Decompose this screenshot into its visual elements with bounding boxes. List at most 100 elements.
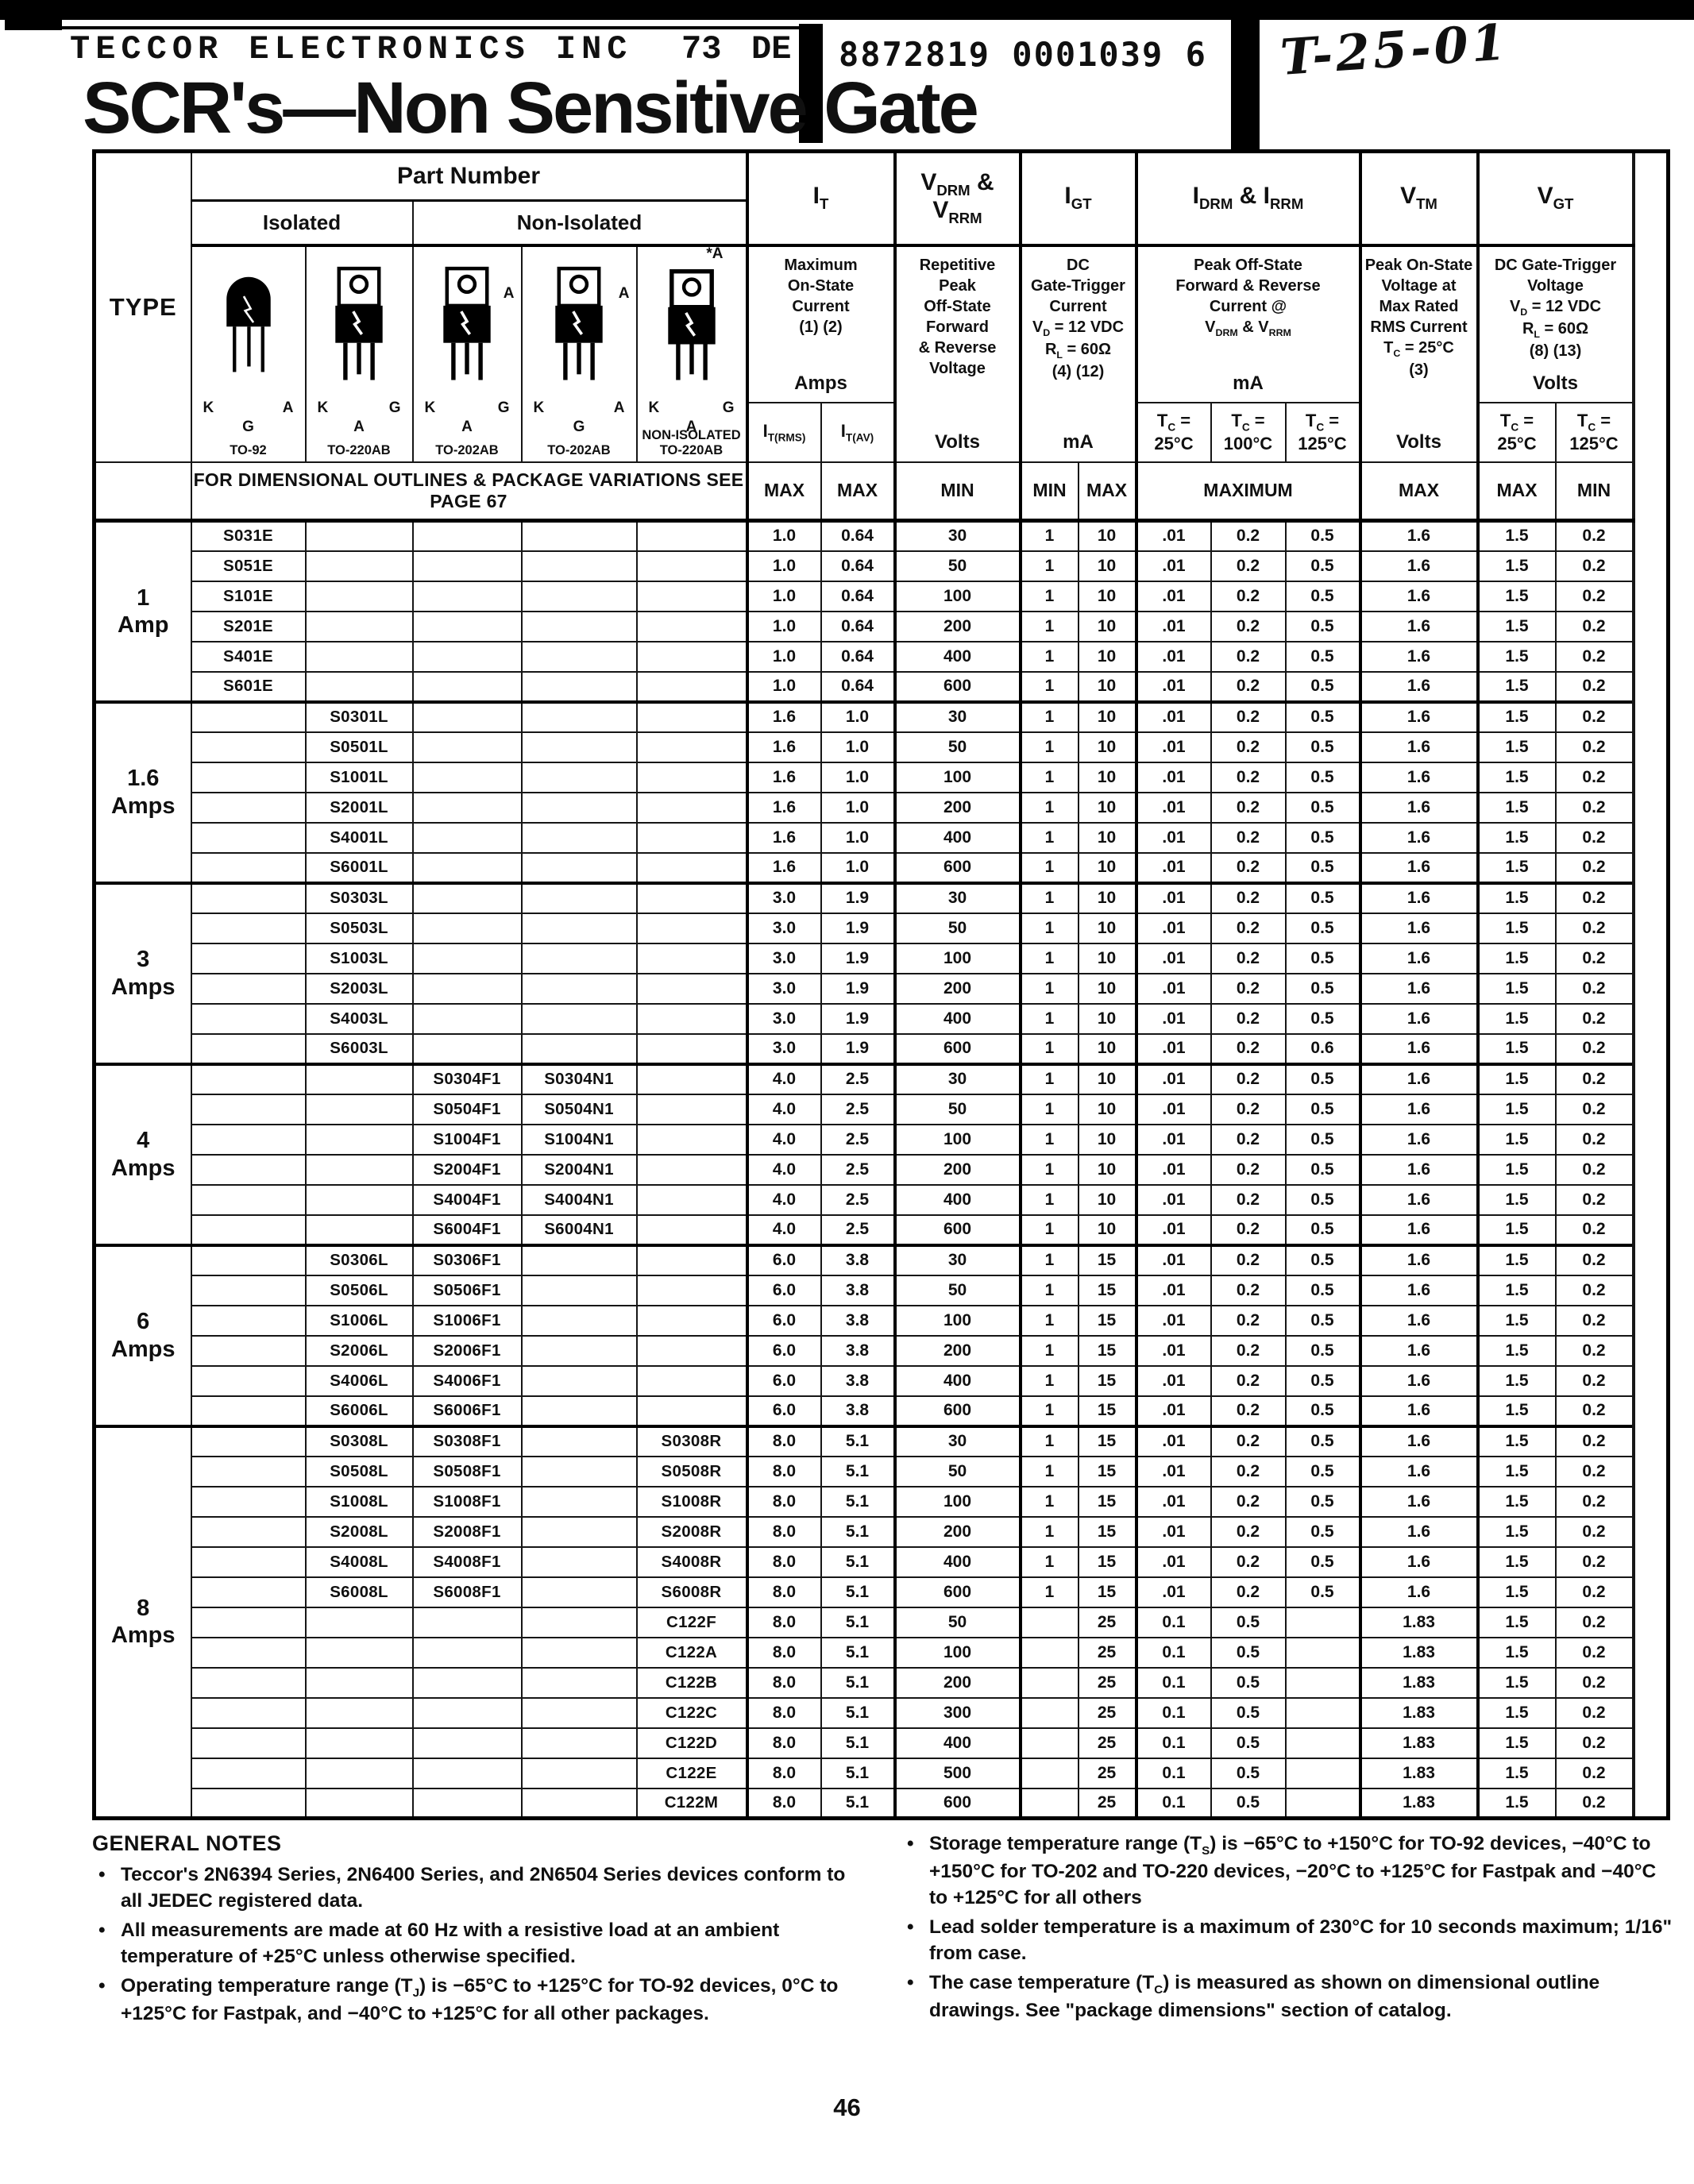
table-row: S201E 1.0 0.64 200 1 10.01 0.2 0.5 1.6 1.5 0.2 bbox=[95, 610, 1669, 642]
part-number-cell bbox=[411, 1636, 523, 1669]
value-cell: 0.64 bbox=[820, 519, 896, 552]
value-cell: .01 bbox=[1134, 1455, 1212, 1488]
value-cell: 15 bbox=[1077, 1485, 1137, 1518]
idrm-tc100-subheader: TC = 100°C bbox=[1210, 402, 1287, 463]
value-cell: 0.5 bbox=[1284, 1485, 1361, 1518]
value-cell: 25 bbox=[1077, 1757, 1137, 1789]
value-cell: 1.83 bbox=[1358, 1727, 1479, 1759]
spec-table: TYPE Part Number IT VDRM & VRRM IGT IDRM … bbox=[92, 149, 1670, 1820]
value-cell: 1.6 bbox=[745, 791, 822, 824]
package-cell-to202ab-2: A K G A TO-202AB bbox=[520, 244, 638, 463]
pin-label: K bbox=[424, 399, 436, 416]
part-number-cell bbox=[520, 1696, 638, 1729]
value-cell: 5.1 bbox=[820, 1696, 896, 1729]
part-number-cell bbox=[190, 1093, 307, 1125]
value-cell: 0.2 bbox=[1554, 1666, 1634, 1699]
value-cell: 1.5 bbox=[1476, 1304, 1557, 1337]
part-number-cell: S2008F1 bbox=[411, 1515, 523, 1548]
value-cell: 2.5 bbox=[820, 1062, 896, 1095]
pin-label: A bbox=[461, 418, 473, 435]
value-cell: 1 bbox=[1018, 1364, 1079, 1397]
table-row: C122B 8.0 5.1 200 25 0.1 0.5 1.83 1.5 0.2 bbox=[95, 1666, 1669, 1699]
type-group-label: 8 Amps bbox=[93, 1424, 192, 1819]
part-number-cell: S101E bbox=[190, 580, 307, 612]
it-rms-subheader: IT(RMS) bbox=[745, 402, 822, 463]
table-row: S401E 1.0 0.64 400 1 10.01 0.2 0.5 1.6 1.5 0.2 bbox=[95, 640, 1669, 673]
value-cell bbox=[1284, 1636, 1361, 1669]
value-cell: .01 bbox=[1134, 851, 1212, 884]
value-cell: 0.2 bbox=[1554, 550, 1634, 582]
vdrm-unit: Volts bbox=[935, 431, 980, 453]
part-number-cell: S1006L bbox=[304, 1304, 414, 1337]
part-number-cell bbox=[190, 1666, 307, 1699]
pin-label: G bbox=[242, 418, 254, 435]
value-cell: 1.5 bbox=[1476, 851, 1557, 884]
value-cell: .01 bbox=[1134, 670, 1212, 703]
value-cell: .01 bbox=[1134, 700, 1212, 733]
value-cell: 15 bbox=[1077, 1334, 1137, 1367]
part-number-cell: S2003L bbox=[304, 972, 414, 1005]
package-drawing-to92: K G A TO-92 bbox=[194, 247, 303, 461]
value-cell: 0.5 bbox=[1284, 851, 1361, 884]
value-cell: 4.0 bbox=[745, 1062, 822, 1095]
value-cell: 1.5 bbox=[1476, 761, 1557, 793]
value-cell: 0.5 bbox=[1284, 700, 1361, 733]
part-number-cell bbox=[520, 670, 638, 703]
value-cell: 50 bbox=[893, 1606, 1021, 1638]
value-cell: 1 bbox=[1018, 1395, 1079, 1427]
value-cell: 3.8 bbox=[820, 1364, 896, 1397]
value-cell: 25 bbox=[1077, 1727, 1137, 1759]
part-number-cell bbox=[520, 1576, 638, 1608]
value-cell: 1.6 bbox=[1358, 1576, 1479, 1608]
table-row: S1006L S1006F1 6.0 3.8 100 1 15.01 0.2 0.5 1.6 1.5… bbox=[95, 1304, 1669, 1337]
value-cell: 0.1 bbox=[1134, 1606, 1212, 1638]
value-cell: .01 bbox=[1134, 731, 1212, 763]
scan-artifact-blob bbox=[5, 20, 62, 30]
part-number-cell bbox=[520, 1395, 638, 1427]
value-cell: 6.0 bbox=[745, 1364, 822, 1397]
note-item: Lead solder temperature is a maximum of … bbox=[901, 1915, 1673, 1966]
scan-artifact-top-bar bbox=[0, 0, 1694, 20]
igt-header: IGT bbox=[1018, 150, 1137, 247]
value-cell: 600 bbox=[893, 1214, 1021, 1246]
value-cell: 0.2 bbox=[1554, 881, 1634, 914]
value-cell: 1.0 bbox=[745, 670, 822, 703]
part-number-cell bbox=[635, 1153, 748, 1186]
value-cell: 5.1 bbox=[820, 1606, 896, 1638]
value-cell: 25 bbox=[1077, 1696, 1137, 1729]
value-cell: 0.2 bbox=[1210, 1515, 1287, 1548]
value-cell: 0.2 bbox=[1210, 1093, 1287, 1125]
value-cell: 600 bbox=[893, 1032, 1021, 1065]
value-cell: 3.0 bbox=[745, 1032, 822, 1065]
value-cell: 0.5 bbox=[1284, 580, 1361, 612]
table-row: C122D 8.0 5.1 400 25 0.1 0.5 1.83 1.5 0.2 bbox=[95, 1727, 1669, 1759]
part-number-cell bbox=[520, 851, 638, 884]
value-cell: 0.5 bbox=[1284, 1515, 1361, 1548]
part-number-cell bbox=[635, 519, 748, 552]
table-row: S1008L S1008F1 S1008R 8.0 5.1 100 1 15.01 0.2 0.5… bbox=[95, 1485, 1669, 1518]
part-number-cell: S2001L bbox=[304, 791, 414, 824]
table-row: S1001L 1.6 1.0 100 1 10.01 0.2 0.5 1.6 1.5 0.2 bbox=[95, 761, 1669, 793]
value-cell: 10 bbox=[1077, 580, 1137, 612]
value-cell: 0.2 bbox=[1554, 821, 1634, 854]
part-number-cell bbox=[520, 1455, 638, 1488]
value-cell: 6.0 bbox=[745, 1304, 822, 1337]
value-cell: 400 bbox=[893, 1727, 1021, 1759]
part-number-cell bbox=[411, 1002, 523, 1035]
value-cell: 4.0 bbox=[745, 1123, 822, 1156]
value-cell: 0.2 bbox=[1210, 1123, 1287, 1156]
value-cell: 10 bbox=[1077, 1002, 1137, 1035]
value-cell: 0.2 bbox=[1210, 821, 1287, 854]
part-number-cell: S6004F1 bbox=[411, 1214, 523, 1246]
type-group-label: 1 Amp bbox=[93, 519, 192, 703]
value-cell: 1.5 bbox=[1476, 821, 1557, 854]
value-cell: 1 bbox=[1018, 731, 1079, 763]
header-code: 73 bbox=[681, 30, 722, 68]
table-row: S6004F1 S6004N1 4.0 2.5 600 1 10.01 0.2 0.5 1.6 1.… bbox=[95, 1214, 1669, 1246]
part-number-cell: C122F bbox=[635, 1606, 748, 1638]
note-item: The case temperature (TC) is measured as… bbox=[901, 1970, 1673, 2024]
value-cell: .01 bbox=[1134, 1123, 1212, 1156]
to-202ab-package-icon bbox=[555, 266, 603, 380]
value-cell: 0.2 bbox=[1210, 851, 1287, 884]
value-cell: 0.2 bbox=[1554, 1002, 1634, 1035]
